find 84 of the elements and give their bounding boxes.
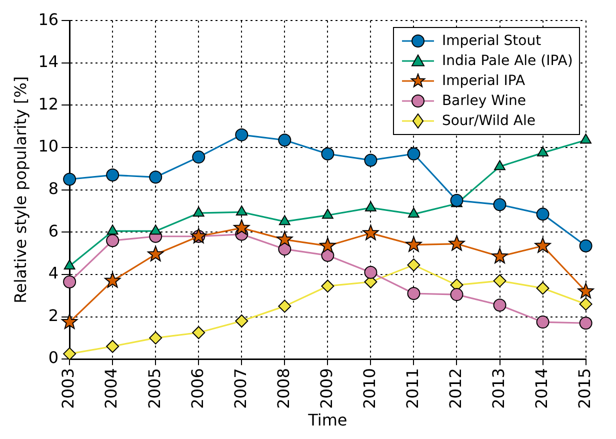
point — [579, 239, 592, 252]
x-tick-label: 2004 — [102, 368, 121, 409]
y-tick-label: 2 — [48, 306, 59, 325]
x-tick-label: 2015 — [574, 368, 594, 409]
point — [276, 231, 293, 247]
point — [536, 208, 550, 221]
point — [579, 298, 592, 311]
legend-label: India Pale Ale (IPA) — [442, 52, 573, 69]
point — [580, 134, 592, 144]
point — [278, 215, 290, 226]
point — [321, 280, 334, 293]
y-tick-label: 0 — [48, 348, 59, 368]
x-tick-label: 2006 — [188, 368, 207, 409]
point — [362, 224, 379, 240]
point — [407, 147, 420, 160]
point — [192, 206, 204, 217]
point — [322, 208, 334, 219]
point — [64, 260, 76, 270]
point — [493, 298, 506, 312]
point — [320, 237, 336, 253]
point — [104, 272, 121, 288]
point — [236, 206, 248, 216]
x-tick-label: 2009 — [316, 368, 336, 409]
point — [106, 234, 120, 248]
point — [364, 266, 378, 279]
point — [365, 201, 376, 212]
x-tick-label: 2010 — [360, 368, 379, 409]
legend-label: Imperial Stout — [442, 32, 542, 49]
point — [579, 316, 592, 330]
point — [407, 258, 420, 272]
point — [536, 282, 550, 295]
y-tick-label: 8 — [48, 178, 59, 198]
legend-label: Sour/Wild Ale — [442, 112, 536, 129]
point — [149, 331, 162, 344]
point — [450, 288, 464, 302]
point — [534, 237, 551, 253]
point — [406, 236, 422, 252]
point — [278, 134, 292, 147]
point — [192, 326, 206, 340]
y-tick-label: 12 — [38, 94, 59, 114]
point — [407, 287, 420, 300]
point — [234, 219, 250, 235]
point — [408, 208, 420, 218]
point — [235, 128, 248, 142]
point — [492, 248, 508, 264]
y-tick-label: 6 — [48, 221, 59, 240]
legend-label: Imperial IPA — [442, 72, 526, 89]
x-axis-title: Time — [307, 410, 348, 430]
x-tick-label: 2011 — [402, 368, 422, 409]
y-tick-label: 14 — [38, 52, 59, 72]
x-tick-label: 2003 — [58, 368, 78, 409]
point — [149, 170, 162, 184]
point — [321, 147, 334, 160]
point — [235, 314, 248, 328]
point — [278, 300, 292, 313]
point — [493, 274, 506, 288]
y-tick-label: 10 — [38, 136, 59, 156]
x-tick-label: 2007 — [230, 368, 250, 409]
legend-label: Barley Wine — [442, 92, 526, 109]
y-tick-label: 4 — [48, 264, 59, 283]
point — [578, 282, 594, 298]
point — [147, 246, 164, 262]
point — [450, 194, 464, 207]
point — [192, 150, 206, 164]
point — [150, 224, 162, 235]
point — [536, 316, 550, 329]
point — [106, 340, 120, 353]
y-tick-label: 16 — [38, 10, 59, 29]
point — [537, 146, 548, 156]
y-axis-title: Relative style popularity [%] — [10, 76, 30, 304]
point — [106, 224, 118, 235]
point — [448, 235, 465, 251]
point — [364, 154, 378, 167]
x-tick-label: 2013 — [488, 368, 508, 409]
point — [494, 160, 506, 170]
point — [63, 275, 76, 288]
x-tick-label: 2012 — [446, 368, 465, 409]
x-tick-label: 2008 — [274, 368, 293, 409]
point — [106, 168, 120, 182]
point — [61, 314, 78, 330]
x-tick-label: 2014 — [532, 368, 551, 409]
x-tick-label: 2005 — [144, 368, 164, 409]
point — [63, 172, 76, 186]
point — [493, 198, 506, 212]
